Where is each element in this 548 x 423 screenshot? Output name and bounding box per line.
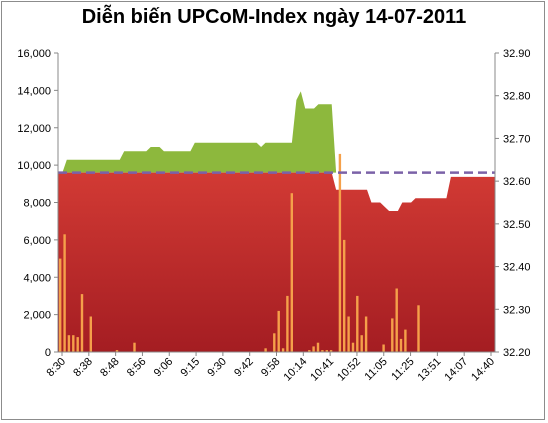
x-tick-label: 9:06 (152, 356, 176, 380)
chart-title: Diễn biến UPCoM-Index ngày 14-07-2011 (81, 6, 467, 28)
x-tick-label: 9:30 (205, 356, 229, 380)
volume-bar (391, 318, 394, 352)
y-left-tick-label: 12,000 (17, 123, 51, 135)
volume-bar (316, 342, 320, 352)
y-left-tick-label: 8,000 (23, 198, 51, 210)
y-left-tick-label: 0 (45, 347, 51, 359)
volume-bar (404, 329, 407, 352)
volume-bar (115, 350, 119, 352)
y-right-tick-label: 32.50 (503, 219, 531, 231)
volume-bar (281, 348, 285, 352)
volume-bar (329, 350, 333, 352)
y-left-tick-label: 6,000 (23, 235, 51, 247)
volume-bar (347, 316, 350, 352)
x-tick-label: 8:48 (98, 356, 122, 380)
volume-bar (343, 239, 346, 352)
y-left-tick-label: 4,000 (23, 272, 51, 284)
volume-bar (89, 316, 92, 352)
index-area-above-reference (58, 91, 495, 173)
volume-bar (67, 335, 71, 352)
volume-bar (395, 288, 398, 352)
y-right-tick-label: 32.60 (503, 176, 531, 188)
y-left-tick-label: 2,000 (23, 310, 51, 322)
volume-bar (356, 295, 359, 352)
volume-bar (417, 305, 420, 352)
volume-bar (72, 335, 75, 352)
volume-bar (382, 344, 385, 352)
x-tick-label: 8:30 (44, 356, 68, 380)
x-tick-label: 11:25 (389, 356, 416, 383)
volume-bar (286, 295, 289, 352)
y-right-tick-label: 32.80 (503, 91, 531, 103)
y-right-tick-label: 32.40 (503, 262, 531, 274)
x-tick-label: 14:40 (469, 356, 497, 384)
y-right-tick-label: 32.30 (503, 304, 531, 316)
volume-bar (321, 350, 324, 352)
x-tick-label: 8:38 (71, 356, 95, 380)
y-left-tick-label: 14,000 (17, 85, 51, 97)
volume-bar (76, 337, 79, 352)
volume-bar (364, 316, 368, 352)
volume-bar (360, 335, 363, 352)
volume-bar (80, 294, 84, 352)
volume-bar (273, 333, 276, 352)
x-tick-label: 10:14 (281, 356, 309, 384)
volume-bar (351, 342, 355, 352)
y-left-tick-label: 10,000 (17, 160, 51, 172)
y-right-tick-label: 32.90 (503, 48, 531, 60)
volume-bar (59, 258, 62, 352)
x-tick-label: 9:42 (232, 356, 256, 380)
y-right-tick-label: 32.70 (503, 133, 531, 145)
x-tick-label: 10:52 (335, 356, 363, 384)
x-tick-label: 13:51 (416, 356, 444, 384)
y-right-tick-label: 32.20 (503, 347, 531, 359)
volume-bar (308, 350, 311, 352)
y-left-tick-label: 16,000 (17, 48, 51, 60)
volume-bar (133, 342, 136, 352)
x-tick-label: 9:15 (179, 356, 203, 380)
x-tick-label: 11:05 (362, 356, 389, 383)
x-tick-label: 8:56 (125, 356, 149, 380)
x-tick-label: 10:41 (308, 356, 336, 384)
volume-bar (399, 338, 403, 352)
volume-bar (277, 310, 280, 352)
volume-bar (338, 153, 342, 352)
volume-bar (264, 348, 267, 352)
x-tick-label: 9:58 (259, 356, 283, 380)
volume-bar (312, 346, 315, 352)
index-area-below-reference (58, 172, 495, 352)
volume-bar (325, 350, 328, 352)
x-tick-label: 14:07 (442, 356, 470, 384)
volume-bar (63, 234, 66, 352)
volume-bar (290, 193, 293, 352)
